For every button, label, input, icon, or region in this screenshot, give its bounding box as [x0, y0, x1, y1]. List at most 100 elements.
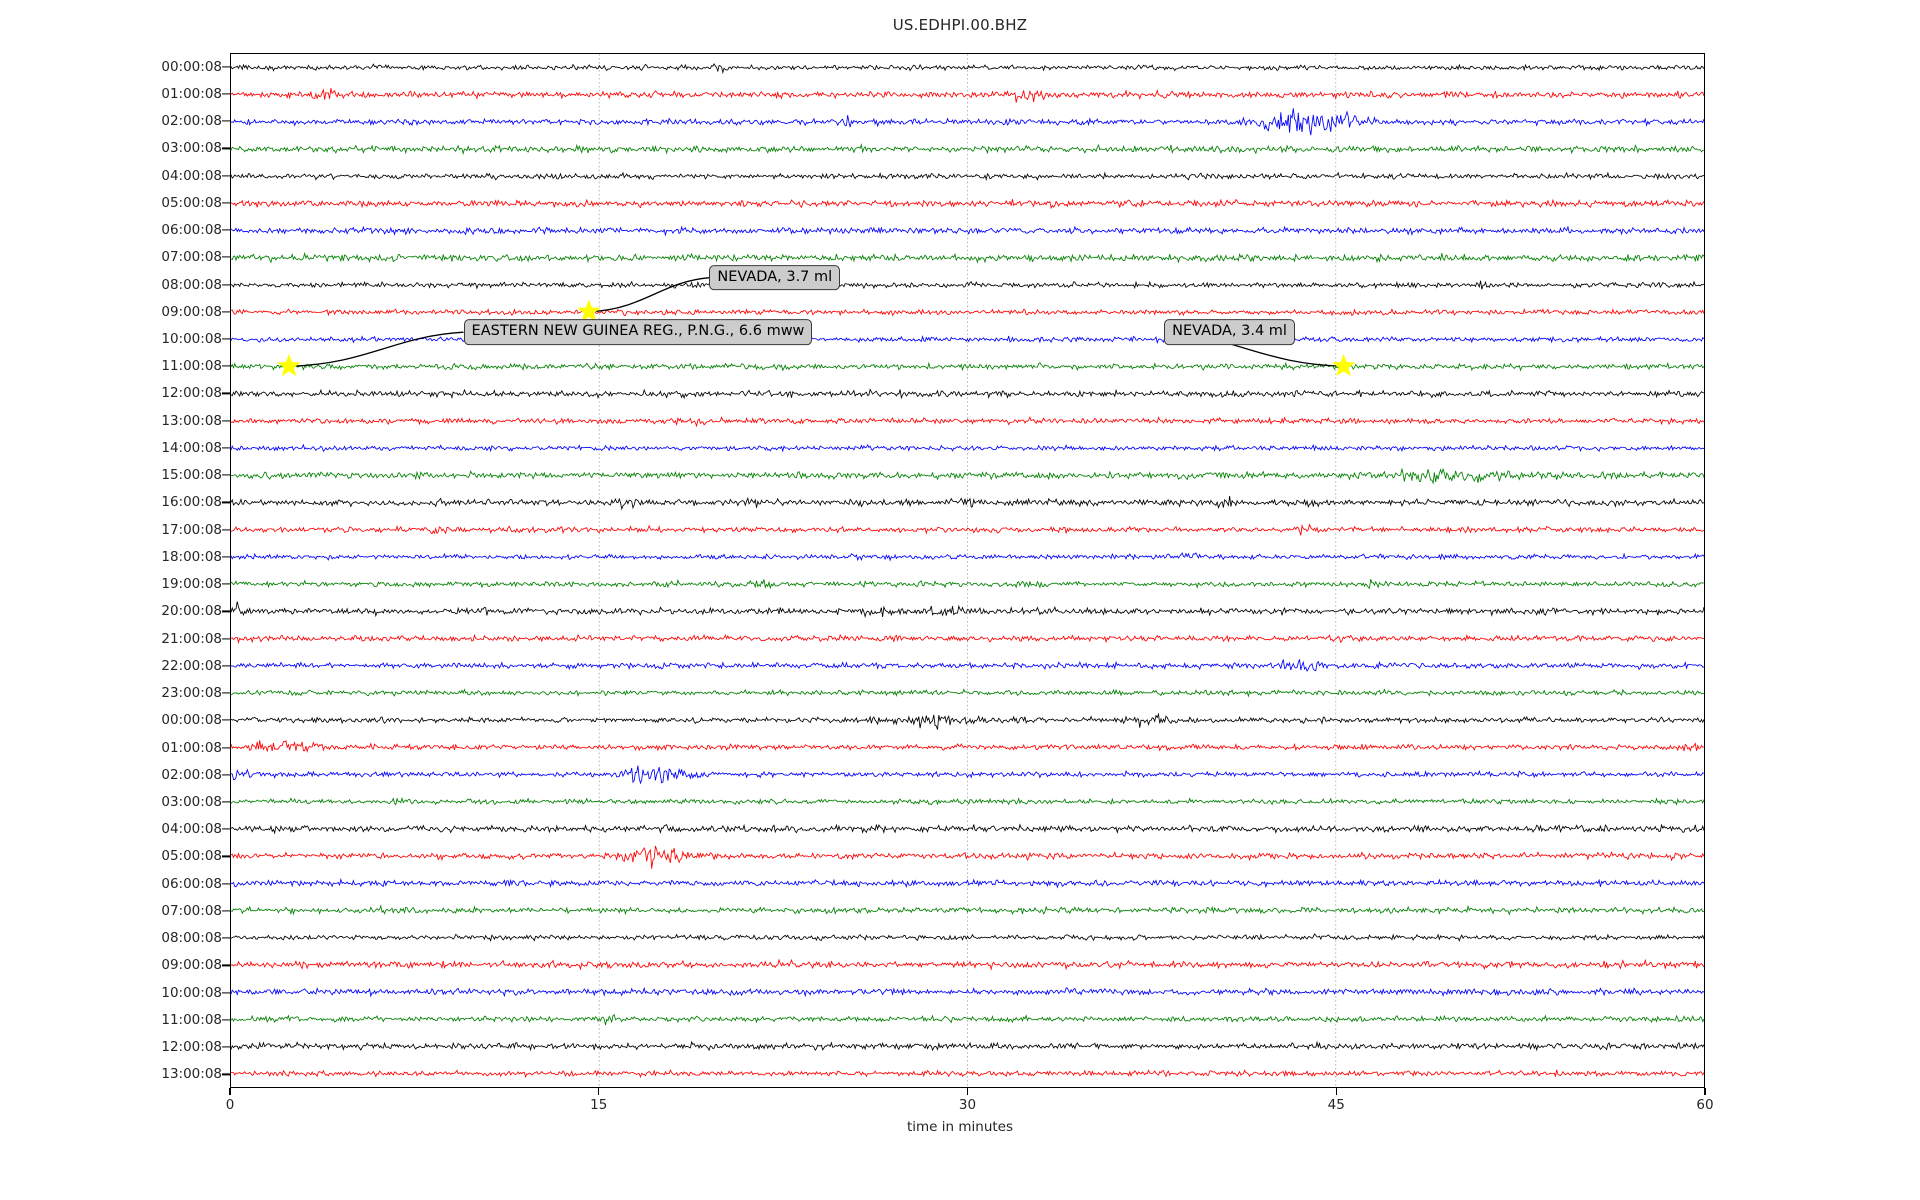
- y-axis-tick-label: 16:00:08: [161, 494, 222, 511]
- y-axis-tick: [222, 692, 230, 694]
- seismic-trace: [231, 62, 1704, 75]
- y-axis-tick-label: 03:00:08: [161, 140, 222, 157]
- y-axis-tick: [222, 583, 230, 585]
- seismic-trace: [231, 823, 1704, 835]
- y-axis-tick: [222, 229, 230, 231]
- y-axis-tick-label: 06:00:08: [161, 875, 222, 892]
- seismic-trace: [231, 688, 1704, 698]
- y-axis-tick: [222, 637, 230, 640]
- y-axis-tick-label: 22:00:08: [161, 657, 222, 674]
- y-axis-tick: [222, 174, 230, 177]
- y-axis-tick-label: 02:00:08: [161, 766, 222, 783]
- y-axis-tick: [222, 1046, 230, 1048]
- y-axis-tick: [222, 447, 230, 449]
- y-axis-tick: [222, 719, 230, 721]
- seismic-trace: [231, 796, 1704, 806]
- seismic-trace: [231, 108, 1704, 136]
- seismic-trace: [231, 1069, 1704, 1079]
- seismic-trace: [231, 443, 1704, 453]
- seismic-trace: [231, 958, 1704, 971]
- x-axis-tick-label: 45: [1327, 1097, 1345, 1113]
- y-axis-tick-label: 01:00:08: [161, 739, 222, 756]
- y-axis-tick-label: 07:00:08: [161, 902, 222, 919]
- y-axis-tick-label: 00:00:08: [161, 58, 222, 75]
- seismic-trace: [231, 198, 1704, 210]
- y-axis-tick-label: 23:00:08: [161, 685, 222, 702]
- y-axis-tick: [222, 66, 230, 68]
- y-axis-tick: [222, 202, 230, 204]
- y-axis-tick: [222, 855, 230, 858]
- y-axis-tick-label: 12:00:08: [161, 1039, 222, 1056]
- seismic-trace: [231, 845, 1704, 869]
- y-axis-tick-label: 19:00:08: [161, 576, 222, 593]
- y-axis-tick-label: 08:00:08: [161, 276, 222, 293]
- y-axis-tick-label: 07:00:08: [161, 249, 222, 266]
- y-axis-tick: [222, 93, 230, 95]
- y-axis-tick-label: 20:00:08: [161, 603, 222, 620]
- trace-canvas: [231, 54, 1704, 1087]
- y-axis-tick: [222, 665, 230, 667]
- page-title: US.EDHPI.00.BHZ: [892, 16, 1028, 34]
- seismic-trace: [231, 1013, 1704, 1026]
- y-axis-tick: [222, 474, 230, 476]
- y-axis-tick-label: 09:00:08: [161, 957, 222, 974]
- seismic-trace: [231, 633, 1704, 644]
- y-axis-tick-label: 01:00:08: [161, 85, 222, 102]
- seismic-trace: [231, 251, 1704, 264]
- seismic-trace: [231, 523, 1704, 536]
- y-axis-tick: [222, 392, 230, 395]
- y-axis-tick: [222, 937, 230, 939]
- x-axis-tick-label: 15: [590, 1097, 608, 1113]
- x-axis-tick: [229, 1088, 231, 1095]
- y-axis-tick: [222, 801, 230, 803]
- x-axis-tick-label: 30: [958, 1097, 977, 1113]
- x-axis-tick-label: 0: [225, 1097, 235, 1113]
- x-axis-tick: [598, 1088, 600, 1095]
- seismic-trace: [231, 740, 1704, 754]
- x-axis-title: time in minutes: [906, 1119, 1014, 1135]
- y-axis-tick-label: 13:00:08: [161, 412, 222, 429]
- y-axis-tick: [222, 746, 230, 749]
- y-axis-tick: [222, 828, 230, 830]
- y-axis-tick-label: 10:00:08: [161, 330, 222, 347]
- x-axis-tick: [1335, 1088, 1337, 1095]
- y-axis-tick-label: 14:00:08: [161, 439, 222, 456]
- seismic-trace: [231, 765, 1704, 785]
- seismic-trace: [231, 171, 1704, 181]
- y-axis-tick-label: 05:00:08: [161, 848, 222, 865]
- seismic-trace: [231, 416, 1704, 428]
- seismic-trace: [231, 225, 1704, 237]
- y-axis-tick-label: 18:00:08: [161, 548, 222, 565]
- y-axis-tick: [222, 256, 230, 258]
- y-axis-tick: [222, 338, 230, 340]
- y-axis-tick-label: 12:00:08: [161, 385, 222, 402]
- y-axis-tick: [222, 556, 230, 558]
- seismic-trace: [231, 877, 1704, 889]
- y-axis-tick-label: 06:00:08: [161, 222, 222, 239]
- x-axis-tick: [1704, 1088, 1706, 1095]
- y-axis-tick: [222, 501, 230, 503]
- seismic-trace: [231, 143, 1704, 156]
- y-axis-tick-label: 00:00:08: [161, 712, 222, 729]
- y-axis-tick: [222, 365, 230, 367]
- x-axis-tick-label: 60: [1696, 1097, 1714, 1113]
- y-axis-tick: [222, 1073, 230, 1075]
- seismic-trace: [231, 933, 1704, 942]
- y-axis-tick-label: 04:00:08: [161, 821, 222, 838]
- y-axis-tick-label: 17:00:08: [161, 521, 222, 538]
- y-axis-tick-label: 03:00:08: [161, 794, 222, 810]
- y-axis-tick: [222, 120, 230, 122]
- y-axis-tick-label: 09:00:08: [161, 303, 222, 320]
- x-axis-tick: [966, 1088, 969, 1095]
- seismic-trace: [231, 308, 1704, 317]
- seismic-trace: [231, 986, 1704, 998]
- y-axis-tick: [222, 420, 230, 422]
- y-axis-tick-label: 04:00:08: [161, 167, 222, 184]
- y-axis-tick-label: 13:00:08: [161, 1066, 222, 1083]
- y-axis-tick: [222, 774, 230, 776]
- y-axis-tick: [222, 910, 230, 912]
- seismic-trace: [231, 88, 1704, 103]
- y-axis-tick: [222, 883, 230, 885]
- seismic-trace: [231, 552, 1704, 562]
